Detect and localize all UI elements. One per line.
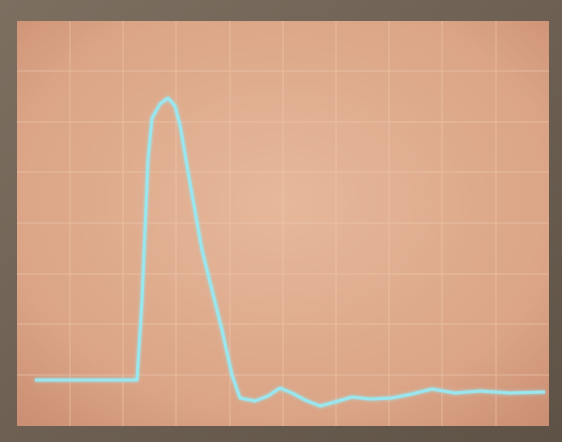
oscilloscope-photo [0, 0, 562, 442]
page [0, 0, 562, 442]
